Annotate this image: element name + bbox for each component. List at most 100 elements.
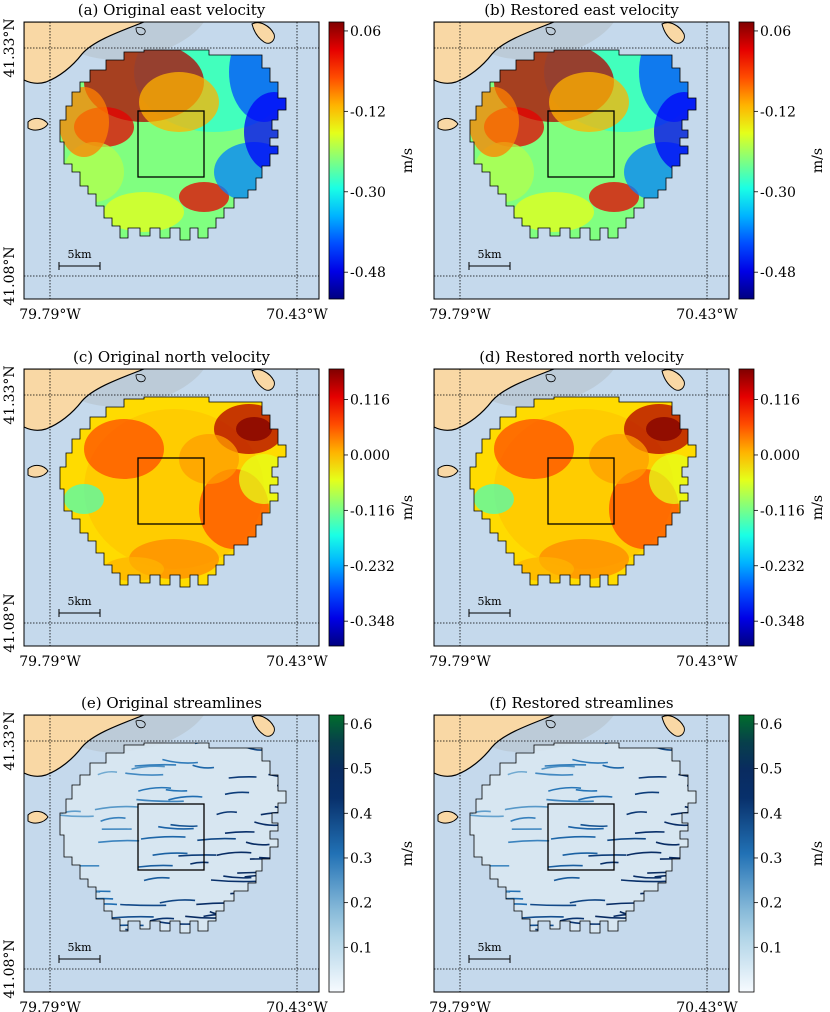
colorbar-tick-label: 0.4 [350, 806, 372, 822]
panel-title: (a) Original east velocity [78, 1, 266, 19]
colorbar-unit: m/s [400, 495, 416, 520]
colorbar-tick-label: -0.116 [760, 503, 805, 519]
colorbar-tick-label: -0.30 [350, 185, 386, 201]
lat-label-south: 41.08°N [2, 593, 18, 652]
land-right [251, 369, 275, 391]
colorbar-tick-label: 0.4 [760, 806, 782, 822]
region-box [547, 457, 615, 525]
lon-label-west: 79.79°W [429, 307, 491, 323]
map-panel-2: 5km (b) Restored east velocity 79.79°W 70.4… [429, 1, 826, 323]
map-panel-3: 5km (c) Original north velocity 79.79°W 70.… [2, 348, 416, 670]
colorbar-tick-label: -0.348 [350, 614, 395, 630]
lat-label-north: 41.33°N [2, 365, 18, 424]
colorbar-tick-label: -0.48 [760, 265, 796, 281]
land-right [251, 715, 275, 737]
colorbar-tick-label: 0.000 [760, 448, 800, 464]
coverage-outline [59, 742, 287, 934]
coverage-outline [469, 49, 697, 241]
shallow-water [492, 369, 614, 407]
region-box [547, 803, 615, 871]
island-small [545, 374, 556, 383]
shallow-water [492, 22, 614, 60]
colorbar-tick-label: -0.232 [350, 559, 395, 575]
colorbar-unit: m/s [400, 148, 416, 173]
lon-label-east: 70.43°W [266, 307, 328, 323]
velocity-field [470, 397, 696, 587]
colorbar-tick-label: 0.5 [760, 762, 782, 778]
colorbar-tick-label: 0.116 [760, 393, 800, 409]
colorbar: 0.6 0.5 0.4 0.3 0.2 0.1 m/s [738, 714, 826, 993]
coastline-land [24, 22, 145, 84]
colorbar-tick-label: 0.3 [760, 851, 782, 867]
coastline-land [434, 715, 555, 777]
lon-label-west: 79.79°W [19, 307, 81, 323]
colorbar: 0.6 0.5 0.4 0.3 0.2 0.1 m/s [328, 714, 416, 993]
colorbar-tick-label: 0.116 [350, 393, 390, 409]
colorbar-tick-label: 0.1 [350, 940, 372, 956]
panel-title: (d) Restored north velocity [479, 348, 684, 366]
panel-title: (e) Original streamlines [81, 694, 262, 712]
land-right [251, 22, 275, 44]
scale-bar-label: 5km [477, 248, 502, 261]
colorbar-tick-label: 0.06 [350, 24, 381, 40]
island-left [437, 464, 459, 478]
land-right [661, 369, 685, 391]
land-right [661, 715, 685, 737]
colorbar-unit: m/s [400, 841, 416, 866]
coastline-land [24, 369, 145, 431]
scale-bar-label: 5km [477, 941, 502, 954]
colorbar-tick-label: -0.348 [760, 614, 805, 630]
coverage-outline [469, 742, 697, 934]
colorbar-tick-label: 0.1 [760, 940, 782, 956]
scale-bar-label: 5km [67, 595, 92, 608]
shallow-water [82, 22, 204, 60]
colorbar: 0.116 0.000 -0.116 -0.232 -0.348 m/s [328, 368, 416, 647]
colorbar-tick-label: 0.2 [760, 896, 782, 912]
lat-label-north: 41.33°N [2, 18, 18, 77]
colorbar-tick-label: 0.2 [350, 896, 372, 912]
map-panel-4: 5km (d) Restored north velocity 79.79°W 70.… [429, 348, 826, 670]
colorbar-unit: m/s [810, 148, 826, 173]
lon-label-west: 79.79°W [19, 654, 81, 670]
lon-label-east: 70.43°W [676, 307, 738, 323]
shallow-water [82, 369, 204, 407]
lat-label-north: 41.33°N [2, 711, 18, 770]
island-left [27, 464, 49, 478]
island-small [135, 27, 146, 36]
island-small [135, 374, 146, 383]
coverage-outline [469, 396, 697, 588]
colorbar: 0.116 0.000 -0.116 -0.232 -0.348 m/s [738, 368, 826, 647]
coverage-outline [59, 396, 287, 588]
panel-title: (b) Restored east velocity [484, 1, 679, 19]
island-left [437, 117, 459, 131]
region-box [137, 803, 205, 871]
lon-label-east: 70.43°W [676, 654, 738, 670]
colorbar-tick-label: -0.12 [760, 104, 796, 120]
panel-title: (c) Original north velocity [73, 348, 270, 366]
colorbar-tick-label: 0.3 [350, 851, 372, 867]
land-right [661, 22, 685, 44]
map-panel-5: 5km (e) Original streamlines 79.79°W 70.43°… [2, 694, 416, 1012]
region-box [137, 457, 205, 525]
colorbar: 0.06 -0.12 -0.30 -0.48 m/s [328, 21, 416, 300]
colorbar-tick-label: -0.30 [760, 185, 796, 201]
colorbar-unit: m/s [810, 841, 826, 866]
colorbar-tick-label: -0.116 [350, 503, 395, 519]
island-left [437, 810, 459, 824]
scale-bar-label: 5km [477, 595, 502, 608]
shallow-water [82, 715, 204, 753]
colorbar-tick-label: 0.06 [760, 24, 791, 40]
coastline-land [434, 369, 555, 431]
lon-label-east: 70.43°W [266, 1000, 328, 1012]
map-panel-6: 5km (f) Restored streamlines 79.79°W 70.43°… [429, 694, 826, 1012]
lat-label-south: 41.08°N [2, 246, 18, 305]
lon-label-west: 79.79°W [429, 654, 491, 670]
lon-label-east: 70.43°W [266, 654, 328, 670]
lon-label-east: 70.43°W [676, 1000, 738, 1012]
island-small [545, 720, 556, 729]
scale-bar-label: 5km [67, 941, 92, 954]
lat-label-south: 41.08°N [2, 939, 18, 998]
colorbar-unit: m/s [810, 495, 826, 520]
colorbar-tick-label: 0.6 [350, 717, 372, 733]
